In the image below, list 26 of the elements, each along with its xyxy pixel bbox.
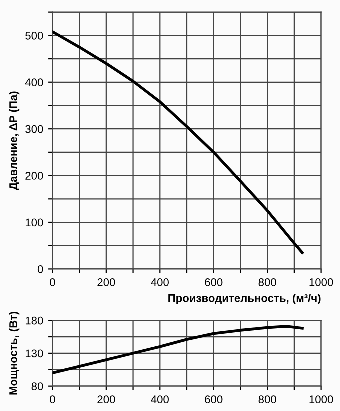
- x-axis-title: Производительность, (м³/ч): [168, 294, 321, 305]
- y-tick-label: 80: [32, 382, 44, 390]
- y-tick-label: 100: [26, 218, 44, 227]
- y-tick-label: 200: [26, 172, 44, 180]
- x-tick-label: 800: [258, 396, 276, 404]
- x-tick-label: 800: [258, 278, 276, 286]
- line-series: [52, 30, 304, 254]
- y-tick-label: 180: [26, 316, 44, 325]
- x-tick-label: 400: [151, 278, 169, 286]
- x-tick-label: 0: [50, 396, 56, 404]
- x-tick-label: 200: [98, 278, 116, 286]
- y-axis-title: Мощность, (Вт): [9, 312, 20, 395]
- x-tick-label: 0: [50, 278, 56, 286]
- x-tick-label: 1000: [310, 396, 334, 404]
- x-tick-label: 200: [98, 396, 116, 404]
- y-tick-label: 400: [25, 78, 44, 87]
- y-tick-label: 500: [26, 32, 44, 40]
- x-tick-label: 600: [205, 278, 223, 286]
- y-axis-title: Давление, ΔP (Па): [9, 92, 20, 190]
- x-tick-label: 400: [151, 396, 169, 404]
- y-tick-label: 130: [26, 350, 44, 358]
- y-tick-label: 300: [26, 125, 44, 134]
- y-tick-label: 0: [38, 265, 44, 274]
- line-series: [52, 325, 304, 375]
- x-tick-label: 1000: [310, 278, 334, 286]
- x-tick-label: 600: [205, 396, 223, 404]
